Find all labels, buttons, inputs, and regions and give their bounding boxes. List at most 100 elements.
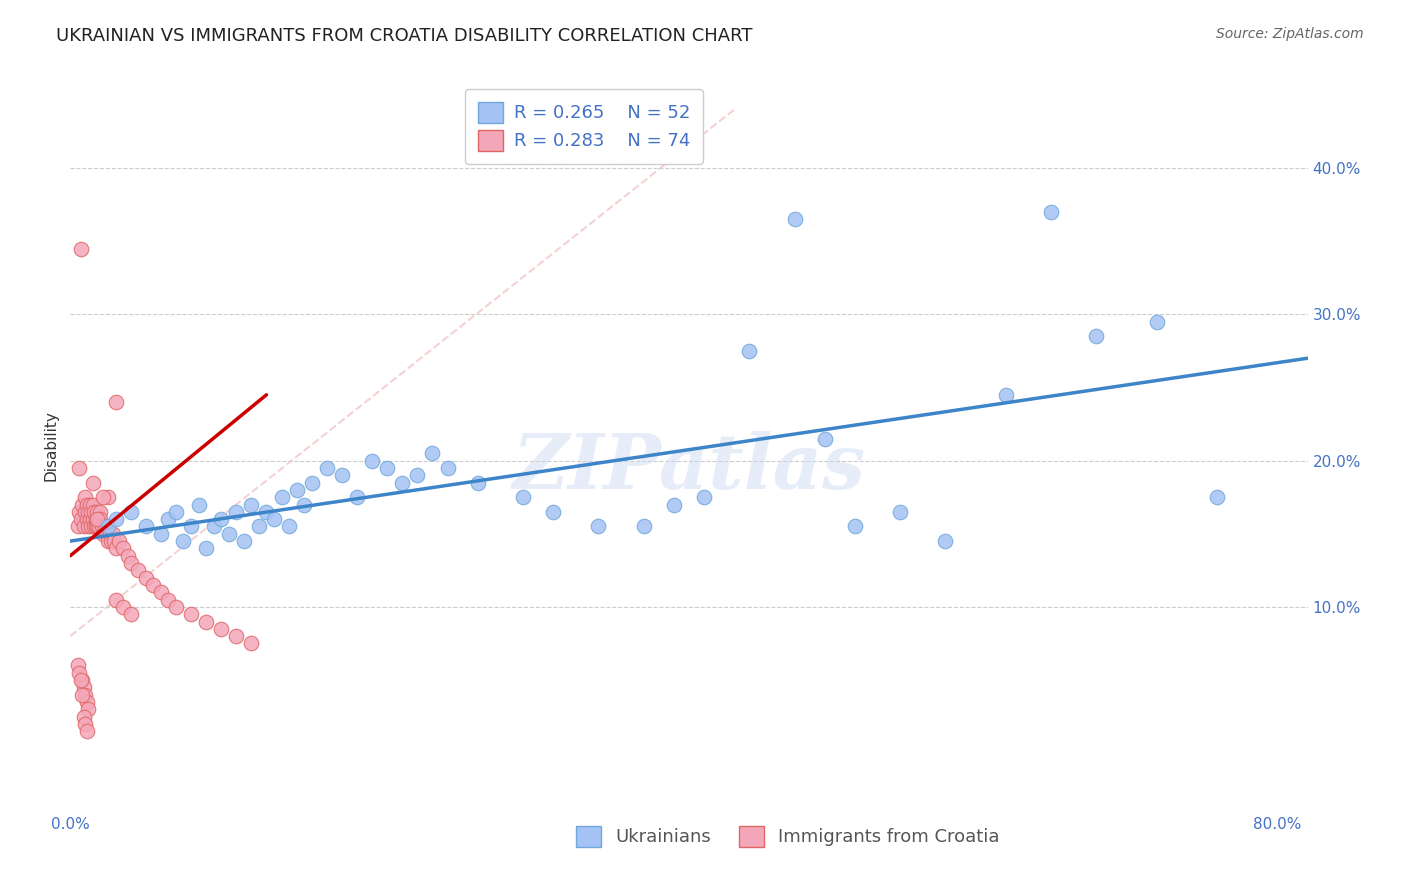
Point bbox=[240, 636, 263, 650]
Point bbox=[934, 534, 956, 549]
Point bbox=[270, 490, 292, 504]
Point bbox=[112, 599, 135, 614]
Point bbox=[346, 490, 368, 504]
Text: ZIPatlas: ZIPatlas bbox=[512, 431, 866, 505]
Point bbox=[292, 498, 315, 512]
Point bbox=[73, 681, 96, 695]
Point bbox=[104, 512, 127, 526]
Point bbox=[75, 505, 97, 519]
Point bbox=[86, 519, 108, 533]
Point bbox=[195, 615, 218, 629]
Point bbox=[662, 498, 685, 512]
Point bbox=[330, 468, 353, 483]
Point bbox=[86, 505, 108, 519]
Point bbox=[135, 571, 157, 585]
Point bbox=[165, 505, 187, 519]
Point bbox=[84, 512, 107, 526]
Point bbox=[209, 622, 232, 636]
Point bbox=[66, 519, 89, 533]
Point bbox=[97, 534, 120, 549]
Point bbox=[165, 599, 187, 614]
Point bbox=[209, 512, 232, 526]
Point bbox=[120, 556, 142, 570]
Point bbox=[180, 607, 202, 622]
Point bbox=[76, 498, 98, 512]
Point bbox=[225, 629, 247, 643]
Point bbox=[422, 446, 444, 460]
Point bbox=[87, 512, 110, 526]
Point bbox=[73, 519, 96, 533]
Point bbox=[361, 453, 384, 467]
Point bbox=[93, 490, 115, 504]
Point bbox=[157, 512, 180, 526]
Point bbox=[73, 709, 96, 723]
Point bbox=[783, 212, 806, 227]
Point bbox=[127, 563, 149, 577]
Point bbox=[83, 505, 105, 519]
Point bbox=[72, 673, 94, 687]
Point bbox=[301, 475, 323, 490]
Point bbox=[75, 490, 97, 504]
Point bbox=[76, 512, 98, 526]
Point bbox=[247, 519, 270, 533]
Point bbox=[104, 541, 127, 556]
Point bbox=[75, 688, 97, 702]
Point bbox=[814, 432, 837, 446]
Point bbox=[1206, 490, 1229, 504]
Point bbox=[67, 461, 90, 475]
Point bbox=[104, 592, 127, 607]
Point bbox=[72, 498, 94, 512]
Point bbox=[87, 519, 110, 533]
Point bbox=[263, 512, 285, 526]
Point bbox=[512, 490, 534, 504]
Point bbox=[77, 702, 100, 716]
Point bbox=[1085, 329, 1108, 343]
Point bbox=[112, 541, 135, 556]
Point bbox=[844, 519, 866, 533]
Point bbox=[83, 519, 105, 533]
Point bbox=[66, 658, 89, 673]
Point bbox=[82, 475, 104, 490]
Point bbox=[84, 519, 107, 533]
Point bbox=[91, 519, 114, 533]
Point bbox=[98, 526, 121, 541]
Point bbox=[103, 534, 125, 549]
Point bbox=[889, 505, 911, 519]
Point bbox=[1040, 205, 1063, 219]
Point bbox=[157, 592, 180, 607]
Point bbox=[633, 519, 655, 533]
Point bbox=[117, 549, 139, 563]
Point bbox=[70, 673, 93, 687]
Point bbox=[278, 519, 301, 533]
Point bbox=[75, 717, 97, 731]
Point bbox=[202, 519, 225, 533]
Point bbox=[391, 475, 413, 490]
Point bbox=[82, 498, 104, 512]
Point bbox=[588, 519, 610, 533]
Point bbox=[107, 534, 129, 549]
Point bbox=[70, 512, 93, 526]
Point bbox=[80, 505, 103, 519]
Point bbox=[256, 505, 278, 519]
Point bbox=[436, 461, 458, 475]
Point bbox=[101, 526, 124, 541]
Point bbox=[172, 534, 194, 549]
Point bbox=[541, 505, 564, 519]
Legend: Ukrainians, Immigrants from Croatia: Ukrainians, Immigrants from Croatia bbox=[569, 819, 1007, 854]
Text: UKRAINIAN VS IMMIGRANTS FROM CROATIA DISABILITY CORRELATION CHART: UKRAINIAN VS IMMIGRANTS FROM CROATIA DIS… bbox=[56, 27, 752, 45]
Point bbox=[375, 461, 398, 475]
Point bbox=[94, 519, 117, 533]
Point bbox=[67, 665, 90, 680]
Point bbox=[738, 343, 761, 358]
Point bbox=[406, 468, 429, 483]
Point bbox=[225, 505, 247, 519]
Y-axis label: Disability: Disability bbox=[44, 410, 59, 482]
Point bbox=[70, 242, 93, 256]
Point bbox=[82, 512, 104, 526]
Point bbox=[93, 526, 115, 541]
Point bbox=[218, 526, 240, 541]
Point bbox=[104, 395, 127, 409]
Point bbox=[79, 498, 101, 512]
Point bbox=[187, 498, 209, 512]
Point bbox=[72, 688, 94, 702]
